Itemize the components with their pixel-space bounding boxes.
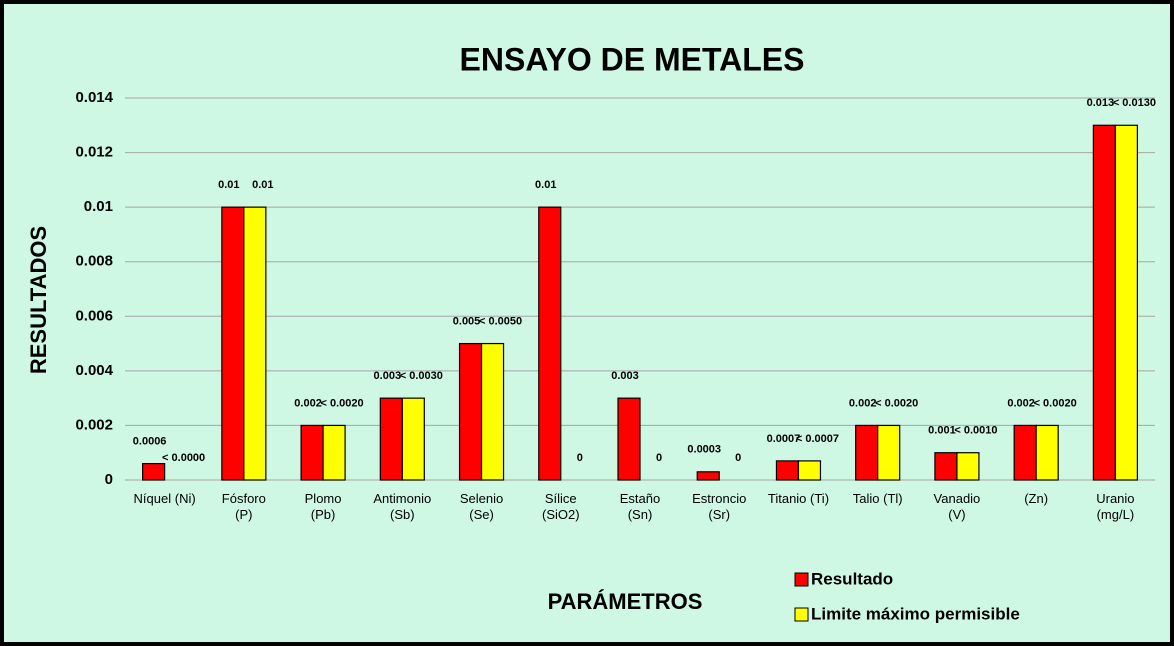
data-label: 0 (577, 452, 583, 464)
bar (221, 206, 245, 481)
bar (1013, 424, 1037, 481)
y-tick-label: 0 (105, 471, 113, 488)
data-label: < 0.0050 (479, 315, 522, 327)
x-tick-label: Estroncio (Sr) (692, 491, 746, 522)
data-label: < 0.0020 (1034, 397, 1077, 409)
bar (1092, 124, 1116, 481)
x-axis-label: PARÁMETROS (548, 589, 703, 614)
data-label: 0.001 (928, 425, 956, 437)
data-label: 0.01 (252, 179, 273, 191)
bar (243, 206, 267, 481)
bar (855, 424, 879, 481)
y-tick-label: 0.014 (75, 89, 113, 106)
data-label: 0.002 (294, 397, 322, 409)
data-label: < 0.0020 (321, 397, 364, 409)
bar (322, 424, 346, 481)
data-label: 0.003 (374, 370, 402, 382)
data-label: 0.002 (849, 397, 877, 409)
bar (934, 452, 958, 481)
chart-title: ENSAYO DE METALES (460, 41, 805, 77)
bar (1114, 124, 1138, 481)
x-tick-label: Plomo (Pb) (305, 491, 342, 522)
x-tick-label: Níquel (Ni) (134, 491, 196, 506)
bar (1035, 424, 1059, 481)
bar (458, 342, 483, 481)
bar (300, 424, 324, 481)
data-label: 0 (656, 452, 662, 464)
y-tick-label: 0.002 (75, 416, 113, 433)
x-tick-label: Estaño (Sn) (620, 491, 660, 522)
data-label: 0 (735, 452, 741, 464)
data-label: 0.01 (535, 179, 556, 191)
x-tick-label: Titanio (Ti) (768, 491, 829, 506)
data-label: 0.0007 (767, 433, 801, 445)
data-label: 0.013 (1087, 97, 1115, 109)
data-label: 0.003 (611, 370, 639, 382)
data-label: < 0.0030 (400, 370, 443, 382)
bar (379, 397, 403, 481)
bar (480, 342, 505, 481)
x-tick-label: Talio (Tl) (853, 491, 903, 506)
x-tick-label: (Zn) (1024, 491, 1048, 506)
data-label: 0.0006 (133, 436, 167, 448)
legend-label: Limite máximo permisible (811, 604, 1020, 623)
legend-label: Resultado (811, 569, 893, 588)
bar (696, 471, 720, 481)
legend-swatch (794, 607, 809, 622)
data-label: < 0.0020 (875, 397, 918, 409)
y-tick-label: 0.012 (75, 144, 113, 161)
bar (797, 460, 822, 481)
x-tick-label: Antimonio (Sb) (373, 491, 431, 522)
x-tick-label: Uranio (mg/L) (1096, 491, 1134, 522)
y-tick-label: 0.004 (75, 362, 113, 379)
data-label: < 0.0010 (954, 425, 997, 437)
data-label: 0.01 (218, 179, 239, 191)
bar (617, 397, 641, 481)
bar (877, 424, 901, 481)
data-label: 0.0003 (687, 444, 721, 456)
data-label: < 0.0007 (796, 433, 839, 445)
bar (538, 206, 562, 481)
x-tick-label: Sílice (SiO2) (542, 491, 580, 522)
x-tick-label: Vanadio (V) (934, 491, 981, 522)
data-label: < 0.0000 (162, 452, 205, 464)
y-tick-label: 0.008 (75, 253, 113, 270)
data-label: 0.002 (1007, 397, 1035, 409)
y-tick-label: 0.01 (84, 198, 113, 215)
data-label: < 0.0130 (1113, 97, 1156, 109)
bar (142, 463, 166, 481)
bar (775, 460, 800, 481)
y-axis-label: RESULTADOS (26, 226, 51, 374)
bar (401, 397, 425, 481)
legend-swatch (794, 572, 809, 587)
y-tick-label: 0.006 (75, 307, 113, 324)
data-label: 0.005 (453, 315, 481, 327)
x-tick-label: Fósforo (P) (222, 491, 266, 522)
x-tick-label: Selenio (Se) (460, 491, 503, 522)
bar (956, 452, 980, 481)
